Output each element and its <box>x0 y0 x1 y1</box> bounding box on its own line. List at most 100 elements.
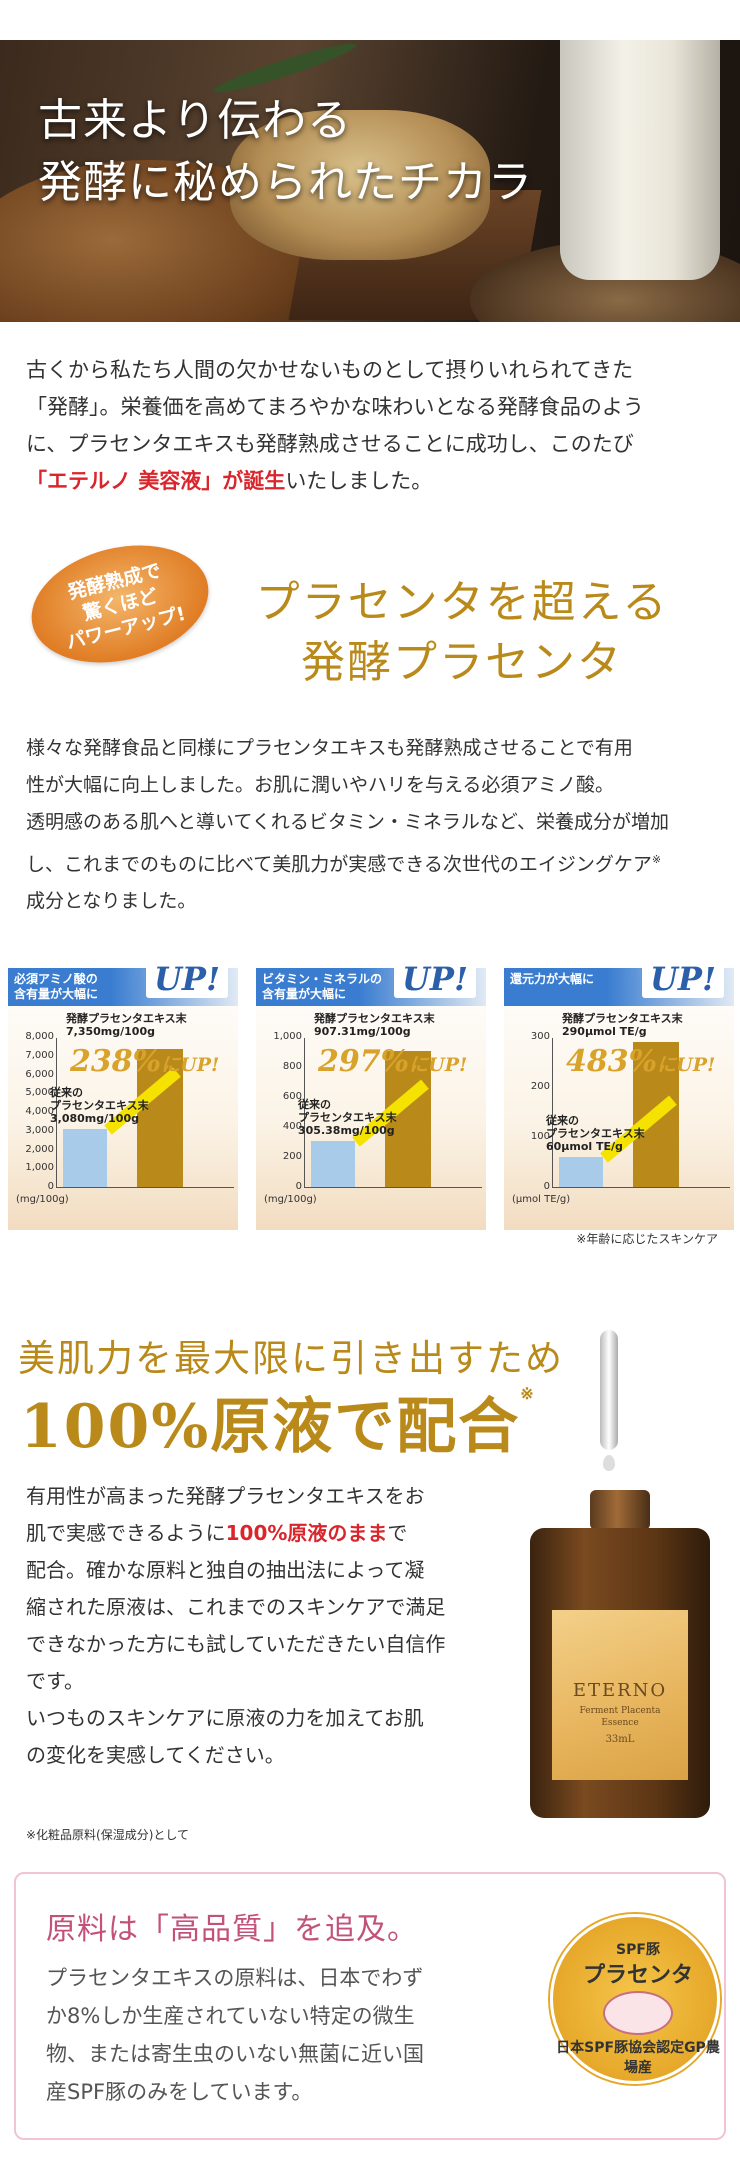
y-tick-label: 300 <box>530 1031 550 1042</box>
body-line: できなかった方にも試していただきたい自信作 <box>26 1632 446 1656</box>
body-line: です。 <box>26 1669 84 1693</box>
heading-main: 100%原液で配合 <box>20 1392 521 1462</box>
body-line: 成分となりました。 <box>26 890 197 913</box>
chart-panel: ビタミン・ミネラルの 含有量が大幅に UP! (mg/100g) 1,000 800 60… <box>256 960 486 1230</box>
fermentation-text: 様々な発酵食品と同様にプラセンタエキスも発酵熟成させることで有用 性が大幅に向上… <box>26 730 726 920</box>
seal-ring-text: 日本SPF豚協会認定GP農場産 <box>556 2040 720 2076</box>
body-line: 透明感のある肌へと導いてくれるビタミン・ミネラルなど、栄養成分が増加 <box>26 811 669 833</box>
hero-line1: 古来より伝わる <box>38 95 353 146</box>
chart-unit: (mg/100g) <box>264 1194 317 1205</box>
footnote: ※化粧品原料(保湿成分)として <box>26 1828 190 1842</box>
footnote-mark: ※ <box>520 1384 536 1403</box>
bar-label-fermented: 発酵プラセンタエキス末 907.31mg/100g <box>314 1012 435 1038</box>
body-line-text: 肌で実感できるように <box>26 1521 226 1545</box>
seal-label: SPF豚 <box>616 1942 660 1958</box>
body-line: 有用性が高まった発酵プラセンタエキスをお <box>26 1484 425 1508</box>
y-tick-label: 0 <box>295 1181 302 1192</box>
intro-line: 「発酵」。栄養価を高めてまろやかな味わいとなる発酵食品のよう <box>26 395 644 419</box>
increase-percent: 238%にUP! <box>70 1044 219 1079</box>
percent-value: 238% <box>70 1044 162 1079</box>
chart-unit: (mg/100g) <box>16 1194 69 1205</box>
body-line-text: で <box>387 1521 408 1545</box>
bar-label-fermented: 発酵プラセンタエキス末 290μmol TE/g <box>562 1012 683 1038</box>
body-line: の変化を実感してください。 <box>26 1743 285 1767</box>
concentrate-text: 有用性が高まった発酵プラセンタエキスをお 肌で実感できるように100%原液のまま… <box>26 1478 466 1774</box>
y-tick-label: 3,000 <box>25 1124 54 1136</box>
section-subheading: 美肌力を最大限に引き出すため <box>18 1337 564 1380</box>
spf-seal: SPF豚 プラセンタ 日本SPF豚協会認定GP農場産 <box>550 1914 720 2084</box>
body-line: 様々な発酵食品と同様にプラセンタエキスも発酵熟成させることで有用 <box>26 737 633 759</box>
bottle-subtitle: Ferment Placenta <box>579 1706 661 1716</box>
hero-title: 古来より伝わる 発酵に秘められたチカラ <box>38 90 533 214</box>
y-tick-label: 5,000 <box>25 1087 54 1099</box>
footnote-mark: ※ <box>651 853 662 866</box>
percent-suffix: にUP! <box>409 1054 468 1076</box>
intro-line: に、プラセンタエキスも発酵熟成させることに成功し、このたび <box>26 432 634 456</box>
y-tick-label: 7,000 <box>25 1049 54 1061</box>
chart-panel: 還元力が大幅に UP! (μmol TE/g) 300 200 100 0 発酵プラセンタエキ… <box>504 960 734 1230</box>
intro-line: 古くから私たち人間の欠かせないものとして摂りいれられてきた <box>26 358 634 382</box>
body-line: 縮された原液は、これまでのスキンケアで満足 <box>26 1595 446 1619</box>
bar-conventional <box>63 1129 107 1187</box>
intro-tail: いたしました。 <box>285 469 433 493</box>
body-line: し、これまでのものに比べて美肌力が実感できる次世代のエイジングケア※ <box>26 841 726 883</box>
y-tick-label: 400 <box>282 1121 302 1132</box>
percent-value: 297% <box>318 1044 410 1079</box>
footnote: ※年齢に応じたスキンケア <box>576 1232 718 1246</box>
soy-milk-glass <box>560 40 720 280</box>
heading-line2: 発酵プラセンタ <box>301 637 623 688</box>
y-tick-label: 8,000 <box>25 1031 54 1042</box>
drop-image <box>603 1455 615 1471</box>
intro-line: 「エテルノ 美容液」が誕生いたしました。 <box>26 463 726 500</box>
quality-line: 物、または寄生虫のいない無菌に近い国 <box>46 2042 424 2066</box>
y-tick-label: 200 <box>530 1081 550 1092</box>
body-line: いつものスキンケアに原液の力を加えてお肌 <box>26 1706 424 1730</box>
y-tick-label: 0 <box>47 1181 54 1192</box>
y-tick-label: 6,000 <box>25 1068 54 1080</box>
chart-up-label: UP! <box>393 960 476 998</box>
y-tick-label: 0 <box>543 1181 550 1192</box>
chart-panel: 必須アミノ酸の 含有量が大幅に UP! (mg/100g) 8,000 7,000 6,0… <box>8 960 238 1230</box>
quality-box: 原料は「高品質」を追及。 プラセンタエキスの原料は、日本でわず か8%しか生産さ… <box>14 1872 726 2140</box>
promo-badge: 発酵熟成で 驚くほど パワーアップ! <box>19 527 221 681</box>
y-tick-label: 1,000 <box>25 1162 54 1174</box>
intro-highlight: 「エテルノ 美容液」が誕生 <box>26 469 286 493</box>
chart-up-label: UP! <box>145 960 228 998</box>
body-line: 性が大幅に向上しました。お肌に潤いやハリを与える必須アミノ酸。 <box>26 774 615 796</box>
y-tick-label: 800 <box>282 1061 302 1072</box>
quality-line: か8%しか生産されていない特定の微生 <box>46 2004 415 2028</box>
y-tick-label: 100 <box>530 1131 550 1142</box>
increase-percent: 483%にUP! <box>566 1044 715 1079</box>
heading-line1: プラセンタを超える <box>255 577 669 628</box>
bar-conventional <box>311 1141 355 1187</box>
percent-suffix: にUP! <box>657 1054 716 1076</box>
bottle-brand: ETERNO <box>572 1680 668 1701</box>
y-tick-label: 200 <box>282 1151 302 1162</box>
bottle-subtitle: Essence <box>601 1718 639 1728</box>
bar-conventional <box>559 1157 603 1187</box>
intro-text: 古くから私たち人間の欠かせないものとして摂りいれられてきた 「発酵」。栄養価を高… <box>26 352 726 500</box>
dropper-image <box>600 1330 618 1450</box>
quality-line: プラセンタエキスの原料は、日本でわず <box>46 1966 424 1990</box>
bar-label-conventional: 従来の プラセンタエキス末 60μmol TE/g <box>546 1114 645 1153</box>
bar-label-fermented: 発酵プラセンタエキス末 7,350mg/100g <box>66 1012 187 1038</box>
product-bottle: ETERNO Ferment Placenta Essence 33mL <box>530 1490 710 1820</box>
increase-percent: 297%にUP! <box>318 1044 467 1079</box>
seal-title: プラセンタ <box>582 1963 693 1988</box>
soybeans <box>230 110 490 260</box>
section-heading: プラセンタを超える 発酵プラセンタ <box>222 573 702 693</box>
percent-value: 483% <box>566 1044 658 1079</box>
percent-suffix: にUP! <box>161 1054 220 1076</box>
pig-icon <box>603 1991 673 2035</box>
body-line-text: し、これまでのものに比べて美肌力が実感できる次世代のエイジングケア <box>26 853 652 876</box>
body-highlight: 100%原液のまま <box>225 1521 388 1545</box>
hero-image: 古来より伝わる 発酵に秘められたチカラ <box>0 40 740 322</box>
quality-line: 産SPF豚のみをしています。 <box>46 2080 313 2104</box>
body-line: 配合。確かな原料と独自の抽出法によって凝 <box>26 1558 425 1582</box>
y-tick-label: 600 <box>282 1091 302 1102</box>
hero-line2: 発酵に秘められたチカラ <box>38 157 533 208</box>
quality-title: 原料は「高品質」を追及。 <box>46 1912 418 1947</box>
chart-up-label: UP! <box>641 960 724 998</box>
chart-unit: (μmol TE/g) <box>512 1194 571 1205</box>
comparison-charts: 必須アミノ酸の 含有量が大幅に UP! (mg/100g) 8,000 7,000 6,0… <box>0 960 740 1260</box>
